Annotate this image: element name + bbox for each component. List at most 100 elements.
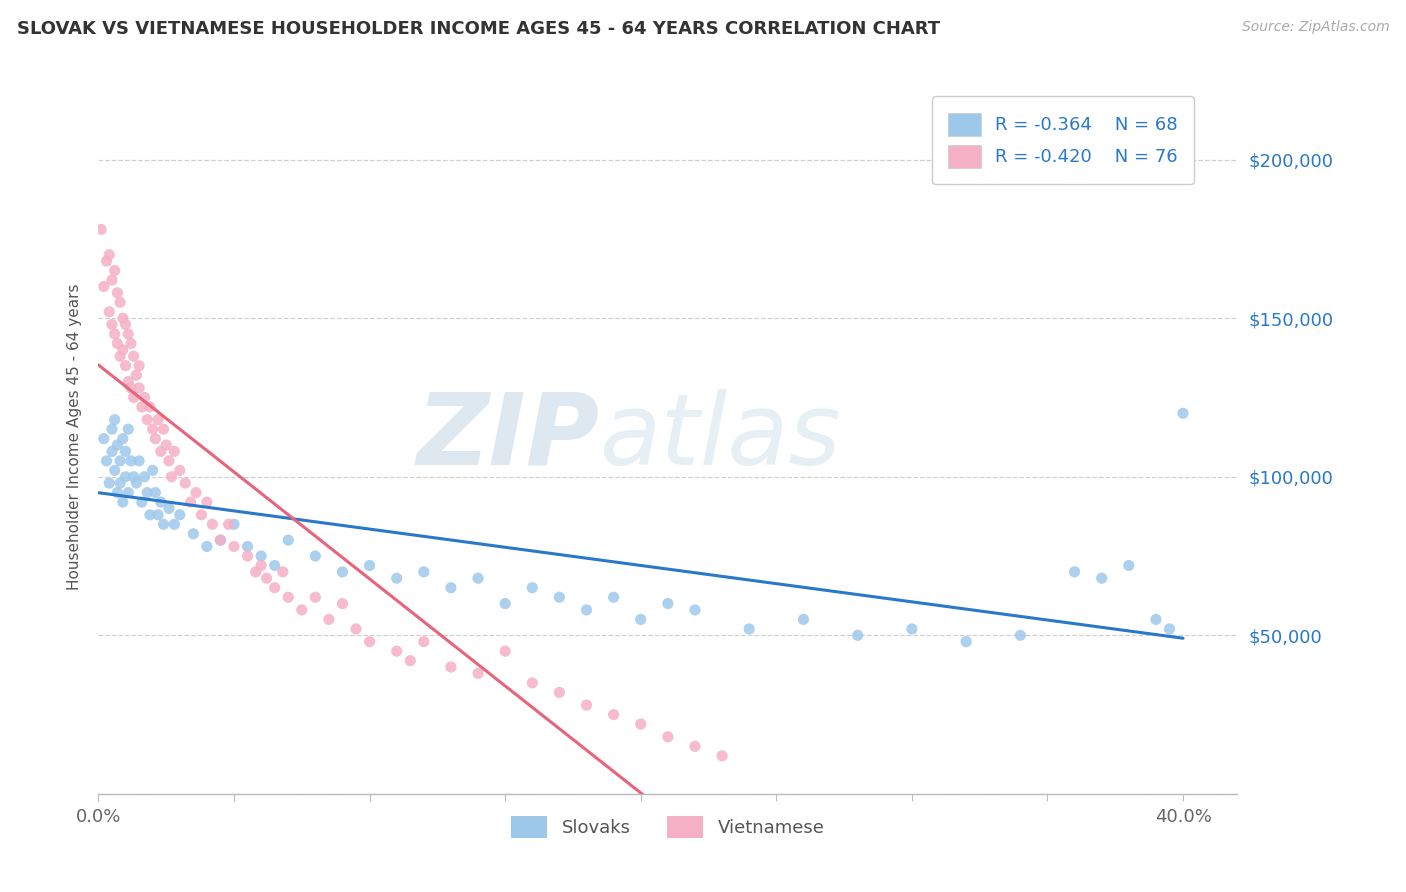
Point <box>304 591 326 605</box>
Point <box>104 463 127 477</box>
Point <box>139 508 162 522</box>
Point <box>318 612 340 626</box>
Point <box>548 591 571 605</box>
Point <box>125 368 148 383</box>
Point <box>630 612 652 626</box>
Point <box>440 581 463 595</box>
Point <box>494 644 516 658</box>
Point <box>128 359 150 373</box>
Point <box>332 565 354 579</box>
Point <box>222 540 245 554</box>
Point <box>602 591 624 605</box>
Point <box>1063 565 1085 579</box>
Point <box>163 517 186 532</box>
Point <box>139 400 162 414</box>
Point <box>111 343 134 357</box>
Point <box>157 454 180 468</box>
Point <box>128 381 150 395</box>
Point <box>145 432 167 446</box>
Point <box>236 540 259 554</box>
Point <box>190 508 212 522</box>
Point <box>359 558 381 573</box>
Point <box>90 222 112 236</box>
Point <box>1171 406 1194 420</box>
Point <box>98 305 121 319</box>
Point <box>304 549 326 563</box>
Point <box>385 571 408 585</box>
Point <box>117 375 139 389</box>
Legend: Slovaks, Vietnamese: Slovaks, Vietnamese <box>505 809 831 846</box>
Point <box>467 666 489 681</box>
Point <box>152 422 174 436</box>
Point <box>104 263 127 277</box>
Point <box>93 279 115 293</box>
Point <box>114 444 136 458</box>
Point <box>1159 622 1181 636</box>
Point <box>277 533 299 548</box>
Point <box>101 318 124 332</box>
Point <box>163 444 186 458</box>
Point <box>209 533 232 548</box>
Text: ZIP: ZIP <box>416 389 599 485</box>
Point <box>131 495 153 509</box>
Point <box>117 422 139 436</box>
Point <box>399 654 422 668</box>
Point <box>174 476 197 491</box>
Point <box>256 571 278 585</box>
Point <box>98 476 121 491</box>
Point <box>134 469 156 483</box>
Text: Source: ZipAtlas.com: Source: ZipAtlas.com <box>1241 20 1389 34</box>
Point <box>412 565 434 579</box>
Point <box>683 739 706 754</box>
Point <box>108 295 131 310</box>
Point <box>93 432 115 446</box>
Point <box>522 581 544 595</box>
Point <box>145 485 167 500</box>
Point <box>152 517 174 532</box>
Point <box>142 422 165 436</box>
Point <box>155 438 177 452</box>
Point <box>108 476 131 491</box>
Point <box>108 349 131 363</box>
Point <box>263 558 285 573</box>
Point <box>122 391 145 405</box>
Point <box>96 254 118 268</box>
Point <box>107 285 129 300</box>
Point <box>683 603 706 617</box>
Point <box>901 622 924 636</box>
Point <box>114 359 136 373</box>
Point <box>792 612 814 626</box>
Point <box>602 707 624 722</box>
Point <box>120 336 142 351</box>
Point <box>222 517 245 532</box>
Point <box>738 622 761 636</box>
Point <box>385 644 408 658</box>
Point <box>101 444 124 458</box>
Point <box>131 400 153 414</box>
Point <box>195 495 218 509</box>
Point <box>101 422 124 436</box>
Point <box>128 454 150 468</box>
Point <box>277 591 299 605</box>
Point <box>184 485 207 500</box>
Point <box>134 391 156 405</box>
Point <box>218 517 240 532</box>
Point <box>412 634 434 648</box>
Point <box>467 571 489 585</box>
Point <box>111 495 134 509</box>
Point <box>122 349 145 363</box>
Point <box>711 748 734 763</box>
Y-axis label: Householder Income Ages 45 - 64 years: Householder Income Ages 45 - 64 years <box>67 284 83 591</box>
Point <box>96 454 118 468</box>
Point <box>149 495 172 509</box>
Point <box>291 603 314 617</box>
Point <box>107 438 129 452</box>
Point <box>271 565 294 579</box>
Point <box>1091 571 1114 585</box>
Point <box>122 469 145 483</box>
Point <box>101 273 124 287</box>
Point <box>180 495 202 509</box>
Text: atlas: atlas <box>599 389 841 485</box>
Point <box>169 508 191 522</box>
Point <box>111 311 134 326</box>
